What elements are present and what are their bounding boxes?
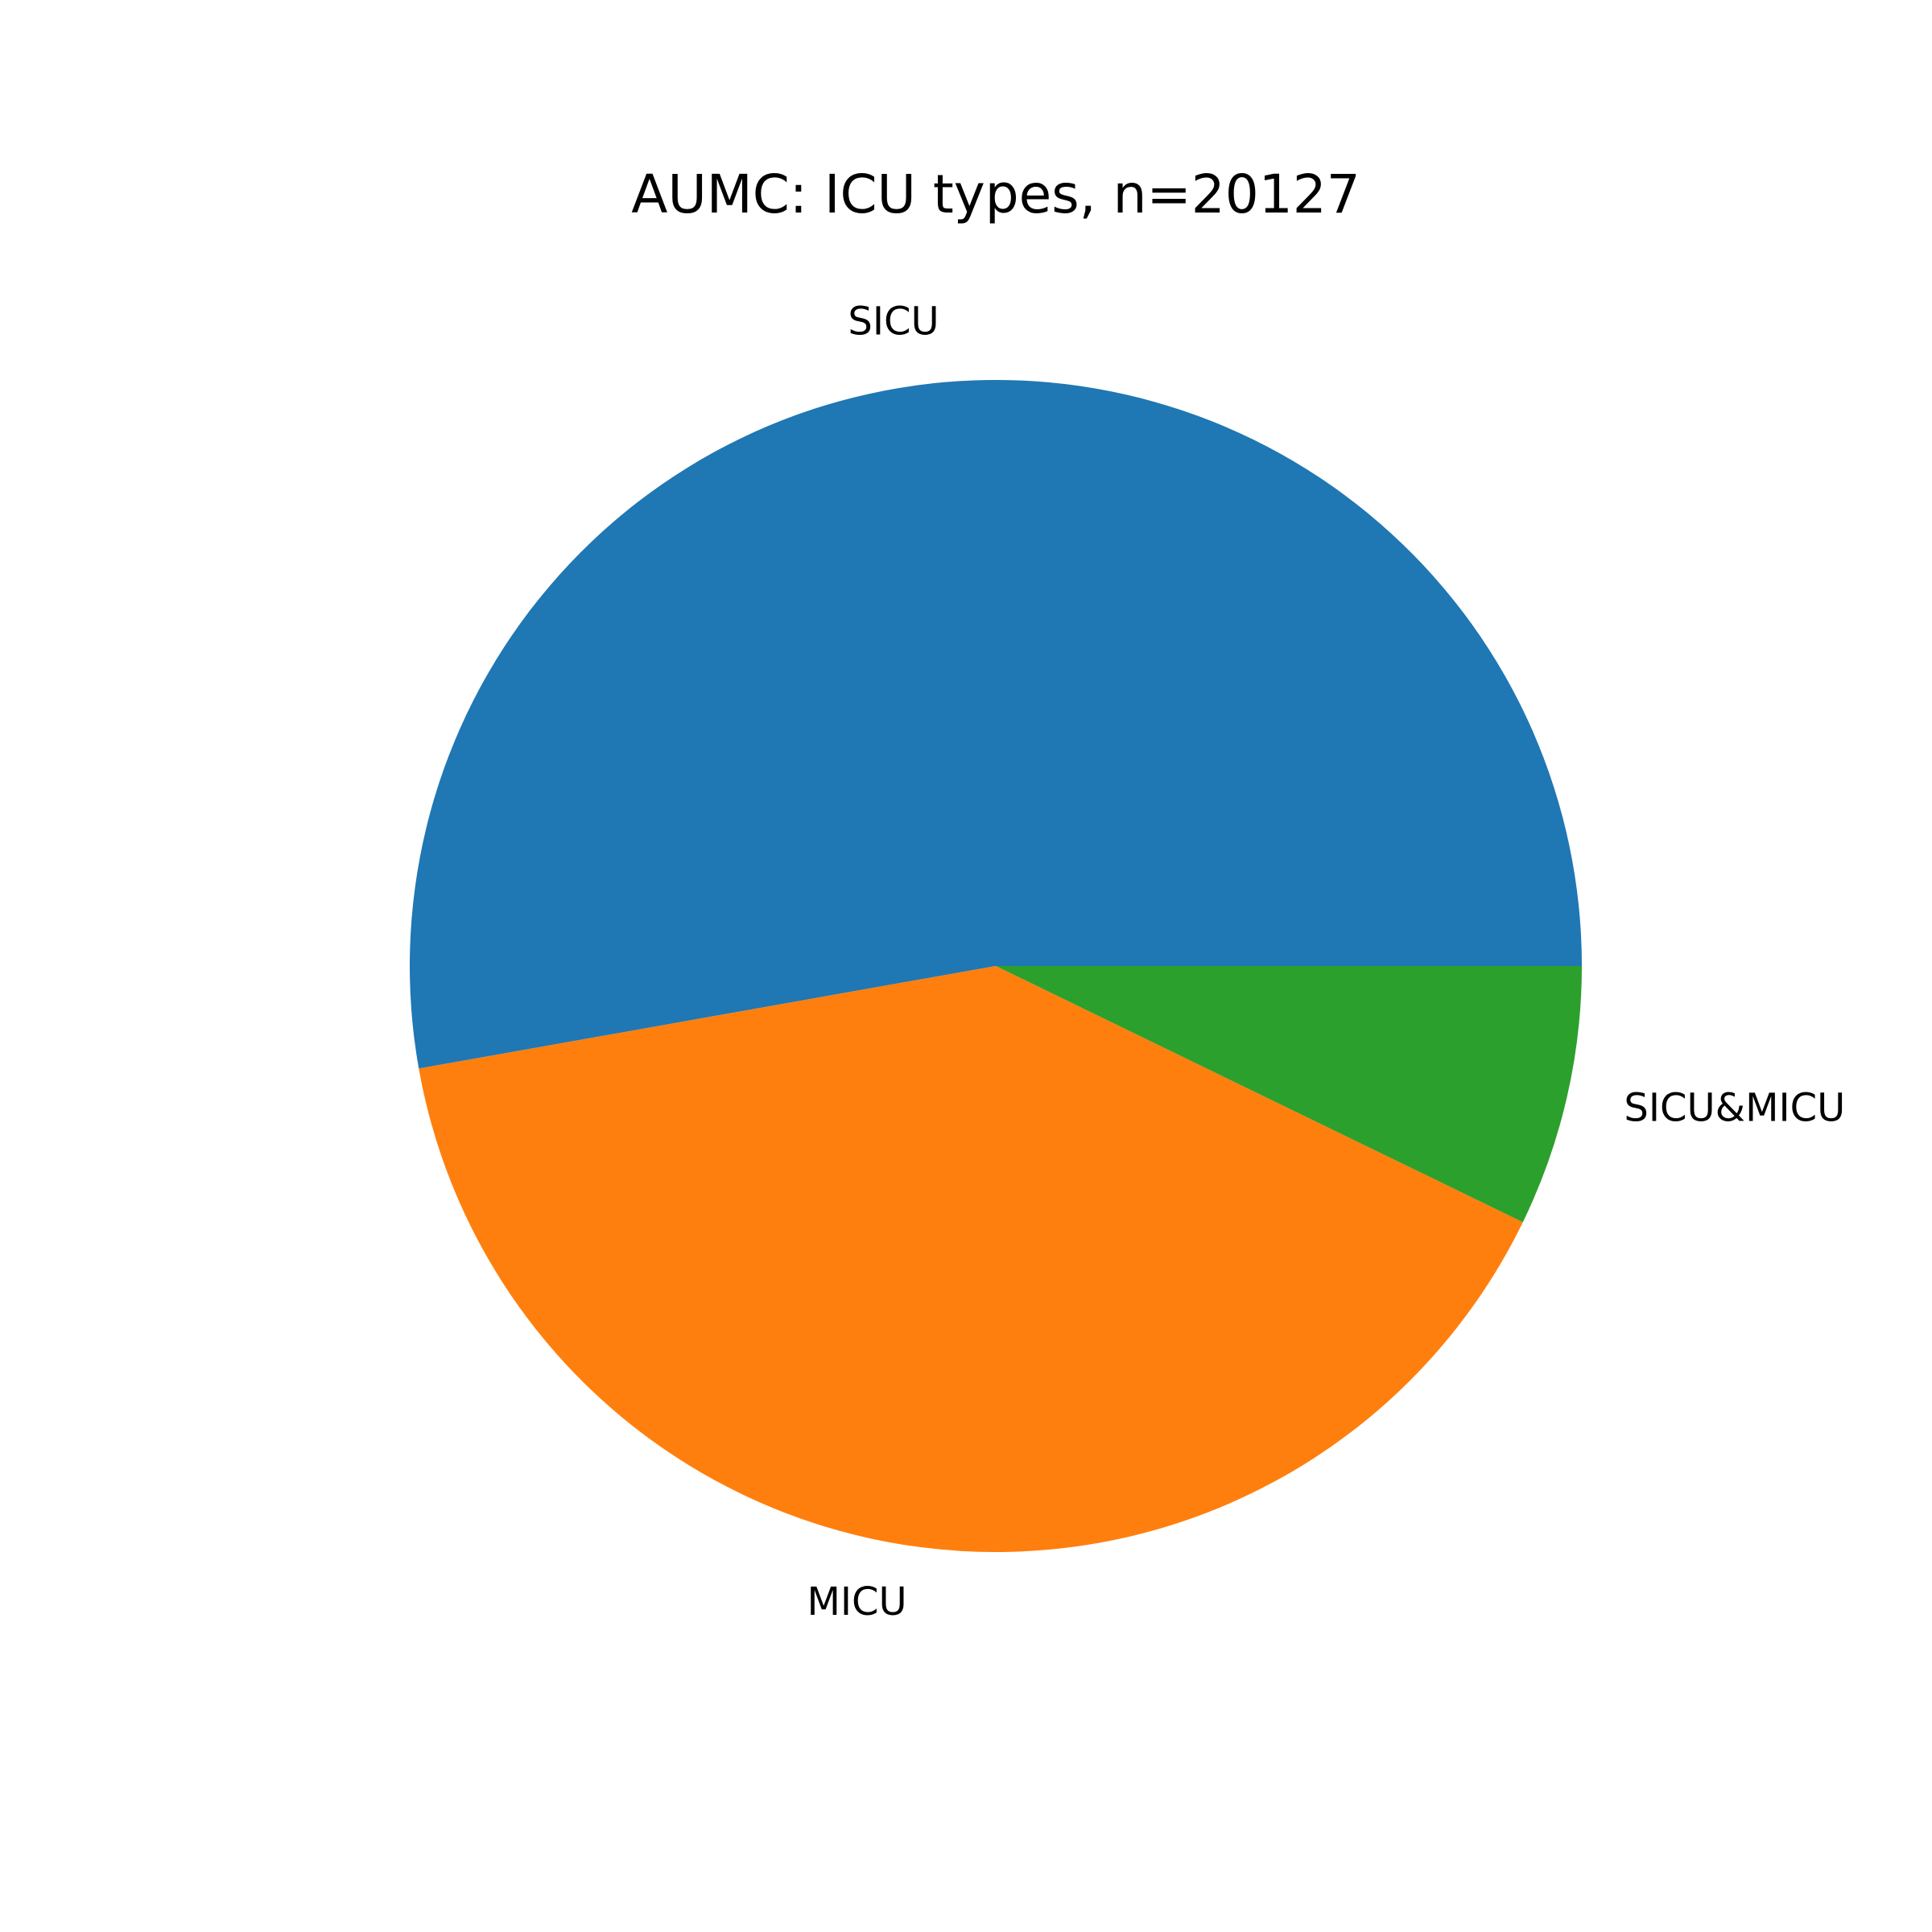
chart-title: AUMC: ICU types, n=20127 [631, 163, 1360, 225]
pie-labels: SICU MICU SICU&MICU [807, 299, 1845, 1624]
pie-label-micu: MICU [807, 1579, 906, 1624]
pie-slice-sicu-micu [996, 966, 1582, 1223]
pie-slices [409, 379, 1582, 1553]
pie-slice-sicu [409, 379, 1582, 1069]
pie-slice-micu [419, 966, 1523, 1553]
pie-label-sicu: SICU [848, 299, 939, 344]
pie-label-sicu-micu: SICU&MICU [1624, 1086, 1845, 1131]
